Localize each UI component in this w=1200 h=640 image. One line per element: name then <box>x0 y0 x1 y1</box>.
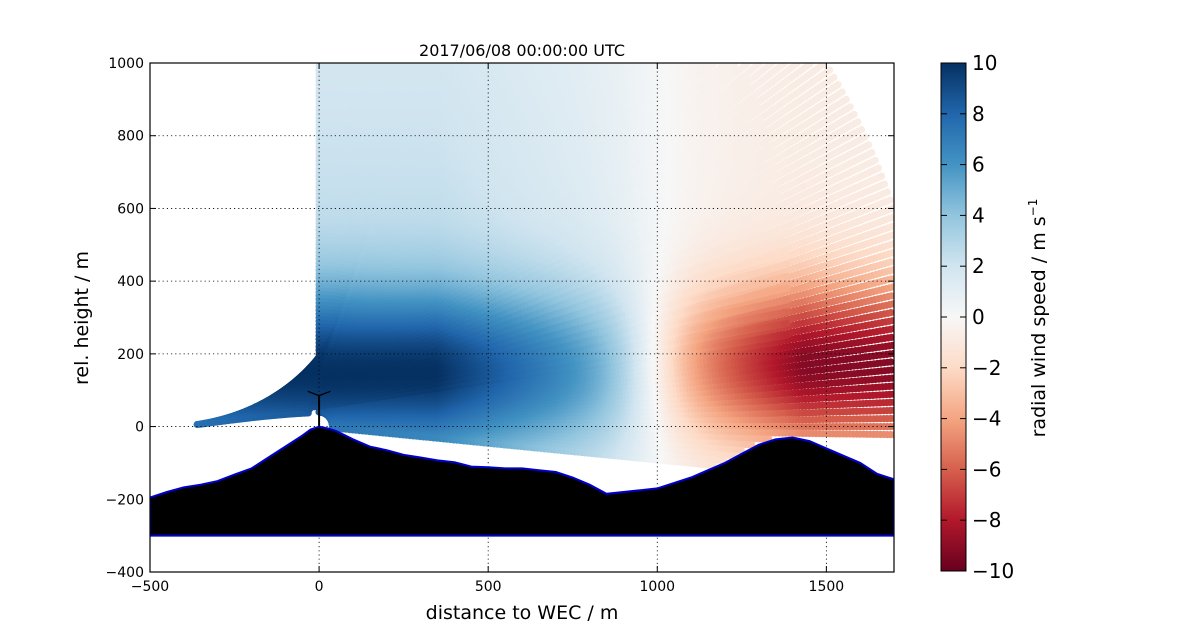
chart-svg: −500050010001500 −400−200020040060080010… <box>0 0 1200 636</box>
figure: −500050010001500 −400−200020040060080010… <box>0 0 1200 636</box>
